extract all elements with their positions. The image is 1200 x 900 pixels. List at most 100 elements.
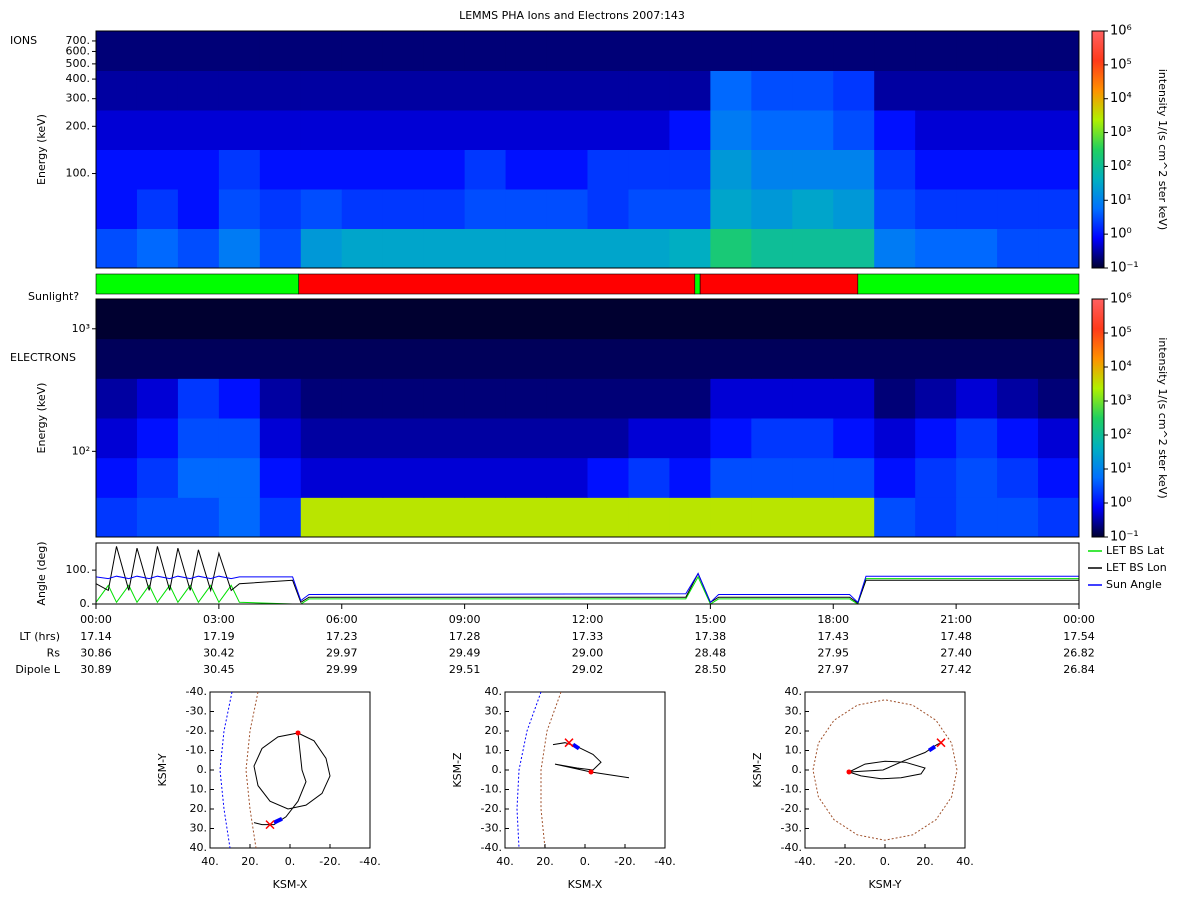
y-tick-label: 500. xyxy=(66,57,91,70)
heatmap-cell xyxy=(710,497,752,538)
colorbar-label: intensity 1/(s cm^2 ster keV) xyxy=(1156,337,1169,498)
heatmap-cell xyxy=(833,497,875,538)
heatmap-cell xyxy=(136,228,179,269)
heatmap-cell xyxy=(96,299,138,340)
panel-label: IONS xyxy=(10,34,37,47)
heatmap-cell xyxy=(505,228,548,269)
ephemeris-value: 17.19 xyxy=(203,630,235,643)
heatmap-cell xyxy=(751,418,793,459)
x-tick-label: -20. xyxy=(834,855,855,868)
ephemeris-value: 17.14 xyxy=(80,630,112,643)
heatmap-cell xyxy=(423,299,466,340)
heatmap-cell xyxy=(997,418,1039,459)
y-tick-label: -30. xyxy=(781,822,802,835)
heatmap-cell xyxy=(505,497,548,538)
heatmap-cell xyxy=(464,70,507,111)
heatmap-cell xyxy=(587,149,629,190)
sunlight-segment xyxy=(298,273,696,295)
heatmap-cell xyxy=(96,378,138,419)
heatmap-cell xyxy=(341,189,384,229)
y-tick-label: 700. xyxy=(66,34,91,47)
y-axis-label: KSM-Y xyxy=(156,753,169,786)
colorbar xyxy=(1091,298,1105,538)
heatmap-cell xyxy=(382,149,425,190)
heatmap-cell xyxy=(956,70,998,111)
orbit-line xyxy=(848,742,942,780)
heatmap-cell xyxy=(96,228,138,269)
orbit-frame xyxy=(209,691,371,849)
ephemeris-value: 17.38 xyxy=(695,630,727,643)
heatmap-cell xyxy=(751,149,793,190)
heatmap-cell xyxy=(792,418,834,459)
ephemeris-value: 29.97 xyxy=(326,647,358,660)
ephemeris-value: 27.97 xyxy=(818,663,850,676)
y-axis-label: Angle (deg) xyxy=(35,541,48,605)
heatmap-cell xyxy=(874,31,916,71)
heatmap-cell xyxy=(136,70,179,111)
heatmap-cell xyxy=(997,70,1039,111)
heatmap-cell xyxy=(341,110,384,150)
heatmap-cell xyxy=(96,418,138,459)
x-axis-label: KSM-Y xyxy=(868,878,901,891)
x-tick-label: 18:00 xyxy=(817,613,849,626)
y-tick-label: -40. xyxy=(186,685,207,698)
heatmap-cell xyxy=(956,31,998,71)
heatmap-cell xyxy=(669,418,711,459)
heatmap-cell xyxy=(300,70,343,111)
heatmap-cell xyxy=(300,110,343,150)
heatmap-cell xyxy=(915,497,957,538)
x-tick-label: 40. xyxy=(496,855,514,868)
heatmap-cell xyxy=(464,418,507,459)
heatmap-cell xyxy=(300,149,343,190)
heatmap-cell xyxy=(833,149,875,190)
heatmap-cell xyxy=(546,110,588,150)
heatmap-cell xyxy=(915,299,957,340)
orbit-frame xyxy=(804,691,966,849)
heatmap-cell xyxy=(915,31,957,71)
heatmap-cell xyxy=(341,149,384,190)
heatmap-cell xyxy=(792,299,834,340)
x-tick-label: -40. xyxy=(359,855,380,868)
heatmap-cell xyxy=(669,31,711,71)
heatmap-cell xyxy=(136,110,179,150)
heatmap-cell xyxy=(423,31,466,71)
y-tick-label: 40. xyxy=(190,841,208,854)
heatmap-cell xyxy=(546,497,588,538)
heatmap-cell xyxy=(792,338,834,379)
heatmap-cell xyxy=(464,299,507,340)
heatmap-cell xyxy=(915,228,957,269)
y-tick-label: 10. xyxy=(785,744,803,757)
heatmap-cell xyxy=(997,31,1039,71)
heatmap-cell xyxy=(751,189,793,229)
heatmap-cell xyxy=(833,378,875,419)
heatmap-cell xyxy=(177,31,220,71)
sunlight-segment xyxy=(857,273,1080,295)
heatmap-cell xyxy=(669,110,711,150)
orbit-line xyxy=(273,816,283,825)
heatmap-cell xyxy=(464,31,507,71)
heatmap-cell xyxy=(464,457,507,498)
heatmap-cell xyxy=(546,149,588,190)
heatmap-cell xyxy=(341,378,384,419)
heatmap-cell xyxy=(628,338,670,379)
heatmap-cell xyxy=(874,189,916,229)
heatmap-cell xyxy=(546,299,588,340)
heatmap-cell xyxy=(997,457,1039,498)
heatmap-cell xyxy=(833,189,875,229)
heatmap-cell xyxy=(423,70,466,111)
y-tick-label: 0. xyxy=(80,597,91,610)
heatmap-cell xyxy=(382,189,425,229)
heatmap-cell xyxy=(587,457,629,498)
legend-label: LET BS Lat xyxy=(1106,544,1165,557)
angle-line xyxy=(95,572,1079,604)
heatmap-cell xyxy=(628,418,670,459)
heatmap-cell xyxy=(751,299,793,340)
heatmap-cell xyxy=(259,110,302,150)
sunlight-label: Sunlight? xyxy=(28,290,79,303)
ephemeris-value: 27.95 xyxy=(818,647,850,660)
x-tick-label: 20. xyxy=(241,855,259,868)
heatmap-cell xyxy=(956,189,998,229)
heatmap-cell xyxy=(505,70,548,111)
orbit-start xyxy=(846,769,852,775)
